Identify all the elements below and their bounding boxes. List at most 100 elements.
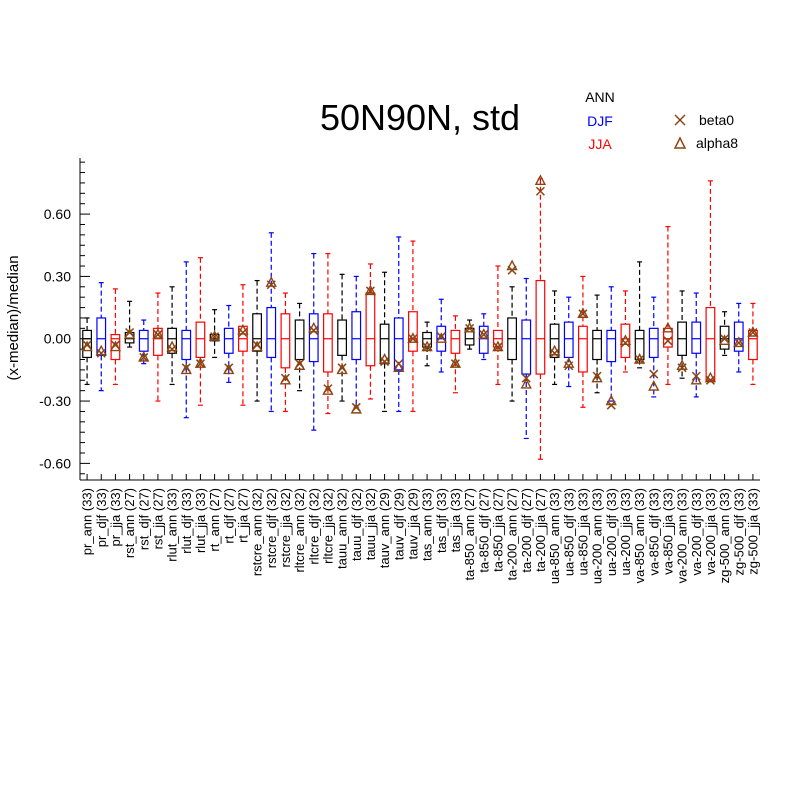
x-tick-label: rt_ann (27) — [207, 488, 222, 552]
beta0-stroke — [493, 342, 503, 352]
alpha8-marker — [648, 380, 660, 391]
x-tick-label: zg-500_djf (33) — [731, 488, 746, 575]
alpha8-marker — [138, 350, 150, 362]
beta0-stroke — [195, 359, 205, 369]
legend: ANN DJF JJA beta0 alpha8 — [585, 89, 738, 152]
box-ua-850_jja: ua-850_jja (33) — [575, 275, 590, 575]
box-va-200_djf: va-200_djf (33) — [689, 292, 704, 575]
x-tick-label: pr_jja (33) — [108, 488, 123, 547]
box-va-850_ann: va-850_ann (33) — [632, 261, 647, 583]
x-tick-label: va-200_jja (33) — [703, 488, 718, 575]
beta0-stroke — [578, 309, 588, 319]
beta0-marker — [635, 354, 645, 365]
alpha8-marker — [605, 394, 617, 406]
alpha8-marker — [577, 307, 589, 319]
beta0-marker — [748, 327, 758, 338]
box-body — [308, 313, 319, 363]
beta0-marker — [493, 342, 503, 352]
legend-season-ann: ANN — [585, 89, 615, 105]
alpha8-marker — [237, 323, 249, 335]
box-tauu_jja: tauu_jja (32) — [363, 263, 378, 560]
y-tick-label: 0.60 — [44, 206, 71, 222]
alpha8-marker — [308, 321, 320, 333]
box-body — [181, 329, 192, 361]
x-tick-label: rst_ann (27) — [122, 488, 137, 558]
plot-area: -0.60 -0.30 0.00 0.30 0.60 pr_ann (33) pr_djf … — [39, 158, 760, 584]
box-rstcre_djf: rstcre_djf (32) — [264, 232, 279, 568]
x-tick-label: rst_jja (27) — [150, 488, 165, 549]
x-tick-label: va-200_djf (33) — [689, 488, 704, 575]
beta0-marker — [649, 369, 659, 379]
alpha8-marker — [279, 373, 292, 385]
y-tick-label: 0.00 — [44, 331, 71, 347]
alpha8-marker — [95, 344, 107, 356]
box-ta-200_jja: ta-200_jja (27) — [533, 174, 548, 572]
box-ua-850_djf: ua-850_djf (33) — [561, 296, 576, 576]
box-body — [663, 327, 673, 348]
x-tick-label: zg-500_jja (33) — [745, 488, 760, 575]
box-rlut_djf: rlut_djf (33) — [179, 261, 194, 554]
beta0-stroke — [365, 286, 375, 296]
x-tick-label: ta-850_djf (27) — [476, 488, 491, 573]
box-ta-850_djf: ta-850_djf (27) — [476, 313, 491, 573]
alpha8-marker — [421, 340, 433, 352]
beta0-marker — [210, 332, 220, 342]
alpha8-marker — [407, 332, 419, 343]
alpha8-marker — [591, 371, 603, 383]
x-tick-label: va-850_jja (33) — [660, 488, 675, 575]
x-tick-label: rstcre_jja (32) — [278, 488, 293, 567]
box-zg-500_djf: zg-500_djf (33) — [731, 302, 746, 575]
beta0-stroke — [535, 186, 545, 196]
x-tick-label: pr_djf (33) — [94, 488, 109, 547]
x-tick-label: ua-200_jja (33) — [618, 488, 633, 575]
box-rltcre_djf: rltcre_djf (32) — [306, 252, 321, 565]
x-tick-label: zg-500_ann (33) — [717, 488, 732, 583]
x-tick-label: ua-850_jja (33) — [575, 488, 590, 575]
x-tick-label: tas_ann (33) — [420, 488, 435, 561]
alpha8-marker — [676, 359, 688, 370]
x-tick-label: ta-200_ann (27) — [505, 488, 520, 581]
legend-season-djf: DJF — [587, 113, 613, 129]
box-body — [223, 327, 234, 354]
box-rt_jja: rt_jja (27) — [235, 284, 250, 543]
beta0-marker — [578, 309, 588, 319]
x-tick-label: rlut_jja (33) — [193, 488, 208, 553]
box-body — [733, 321, 744, 352]
alpha8-marker — [718, 334, 731, 346]
alpha8-marker — [265, 276, 277, 287]
box-tauv_jja: tauv_jja (29) — [405, 240, 420, 560]
beta0-marker — [408, 334, 418, 344]
box-body — [620, 323, 631, 359]
beta0-marker — [734, 338, 744, 348]
box-body — [450, 329, 461, 354]
legend-cross-icon — [674, 114, 686, 126]
box-pr_jja: pr_jja (33) — [108, 288, 123, 547]
box-zg-500_jja: zg-500_jja (33) — [745, 302, 760, 575]
legend-alpha8-label: alpha8 — [696, 135, 738, 151]
box-rlut_jja: rlut_jja (33) — [193, 257, 208, 553]
beta0-marker — [195, 359, 205, 369]
box-body — [82, 329, 92, 359]
beta0-stroke — [479, 330, 489, 340]
box-body — [266, 306, 277, 359]
beta0-marker — [535, 186, 545, 196]
box-body — [365, 292, 376, 367]
box-ta-850_jja: ta-850_jja (27) — [490, 265, 505, 572]
x-tick-label: rstcre_ann (32) — [250, 488, 265, 576]
box-tas_djf: tas_djf (33) — [434, 298, 449, 553]
alpha8-marker — [378, 353, 391, 364]
box-body — [578, 325, 588, 373]
x-tick-label: ua-850_ann (33) — [547, 488, 562, 584]
alpha8-marker — [548, 344, 561, 356]
box-body — [691, 321, 702, 354]
x-tick-label: tas_jja (33) — [448, 488, 463, 552]
alpha8-marker — [223, 363, 235, 375]
box-tas_jja: tas_jja (33) — [448, 315, 463, 552]
beta0-stroke — [450, 359, 460, 369]
alpha8-marker — [166, 340, 178, 352]
box-va-200_jja: va-200_jja (33) — [703, 180, 718, 575]
x-tick-label: rstcre_djf (32) — [264, 488, 279, 568]
alpha8-marker — [393, 361, 405, 373]
x-tick-label: pr_ann (33) — [80, 488, 95, 555]
